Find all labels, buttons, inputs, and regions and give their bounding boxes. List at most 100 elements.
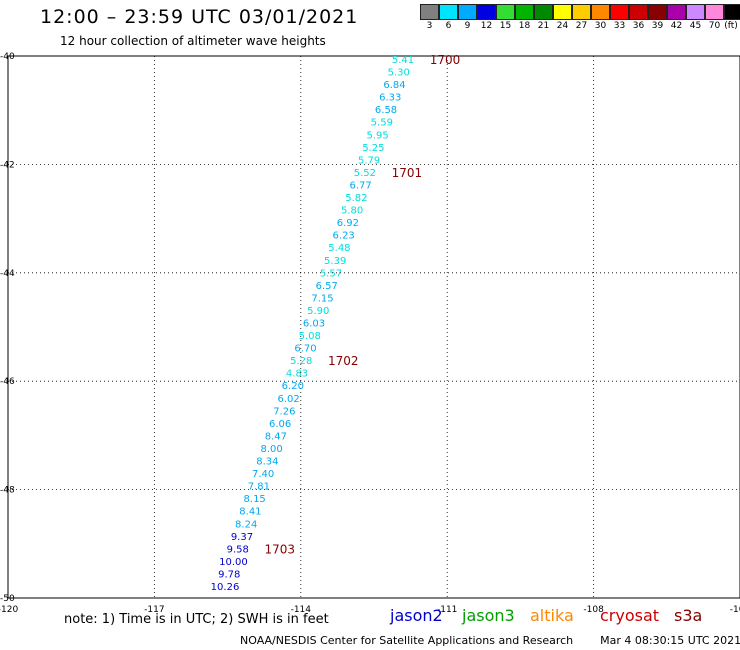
wave-height-label: 6.70 — [294, 344, 316, 355]
mission-label-jason2: jason2 — [390, 606, 443, 625]
wave-height-label: 6.58 — [375, 105, 397, 116]
mission-label-s3a: s3a — [674, 606, 703, 625]
legend-swatch — [705, 4, 724, 20]
legend-swatch — [591, 4, 610, 20]
pass-time-label: 1702 — [328, 354, 359, 368]
legend-label: 33 — [613, 21, 626, 31]
wave-height-label: 6.02 — [277, 394, 299, 405]
wave-height-label: 6.33 — [379, 93, 401, 104]
wave-height-label: 6.23 — [333, 231, 355, 242]
wave-height-label: 5.28 — [290, 356, 312, 367]
legend-swatch — [515, 4, 534, 20]
wave-height-label: 5.52 — [354, 168, 376, 179]
wave-height-label: 9.37 — [231, 532, 253, 543]
wave-height-label: 10.00 — [219, 557, 248, 568]
wave-height-label: 6.84 — [383, 80, 405, 91]
mission-label-cryosat: cryosat — [600, 606, 660, 625]
wave-height-label: 8.00 — [260, 444, 282, 455]
map-svg: -120 -117 -114 -111 -108 -105 -40 -42 -44 -46 -48 -… — [0, 52, 740, 615]
map-border — [7, 55, 740, 599]
wave-height-label: 5.95 — [366, 130, 388, 141]
footer-credit-text: NOAA/NESDIS Center for Satellite Applica… — [240, 634, 574, 647]
wave-height-label: 5.80 — [341, 206, 363, 217]
legend-swatch — [553, 4, 572, 20]
mission-label-jason3: jason3 — [462, 606, 515, 625]
wave-height-label: 4.83 — [286, 369, 308, 380]
legend-swatch — [610, 4, 629, 20]
legend-label: 70 — [708, 21, 721, 31]
wave-height-label: 6.20 — [282, 381, 304, 392]
lat-tick-label: -46 — [0, 377, 15, 387]
wave-height-label: 6.57 — [316, 281, 338, 292]
map-subtitle: 12 hour collection of altimeter wave hei… — [60, 34, 326, 48]
lat-tick-label: -44 — [0, 269, 15, 279]
legend-label: 3 — [426, 21, 433, 31]
legend-label: 45 — [689, 21, 702, 31]
wave-height-label: 5.57 — [320, 268, 342, 279]
legend-swatch — [534, 4, 553, 20]
legend-swatch — [496, 4, 515, 20]
note-text: note: 1) Time is in UTC; 2) SWH is in fe… — [64, 612, 329, 627]
legend-label: 27 — [575, 21, 588, 31]
pass-time-label: 1701 — [392, 166, 423, 180]
legend-swatch — [724, 4, 740, 20]
wave-height-label: 7.26 — [273, 406, 295, 417]
wave-height-label: 5.59 — [371, 118, 393, 129]
legend-label: 9 — [464, 21, 471, 31]
wave-height-label: 6.06 — [269, 419, 291, 430]
legend-swatch — [686, 4, 705, 20]
legend-swatch — [458, 4, 477, 20]
legend-swatch — [667, 4, 686, 20]
wave-height-label: 8.24 — [235, 519, 257, 530]
map-plot-area: -120 -117 -114 -111 -108 -105 -40 -42 -44 -46 -48 -… — [0, 52, 740, 615]
wave-height-label: 5.79 — [358, 155, 380, 166]
legend-label: 6 — [445, 21, 452, 31]
color-legend — [420, 4, 740, 20]
mission-label-altika: altika — [530, 606, 574, 625]
legend-label: 18 — [518, 21, 531, 31]
legend-swatch — [572, 4, 591, 20]
lon-tick-label: -114 — [291, 605, 312, 615]
wave-height-label: 9.78 — [218, 569, 240, 580]
footer-credit: NOAA/NESDIS Center for Satellite Applica… — [240, 634, 740, 647]
wave-height-label: 5.08 — [299, 331, 321, 342]
lat-tick-label: -40 — [0, 52, 15, 62]
lon-tick-label: -120 — [0, 605, 18, 615]
wave-height-label: 6.77 — [349, 180, 371, 191]
wave-height-label: 8.47 — [265, 431, 287, 442]
wave-height-label: 5.41 — [392, 55, 414, 66]
legend-swatch — [439, 4, 458, 20]
lon-tick-label: -111 — [437, 605, 457, 615]
pass-time-label: 1700 — [430, 53, 461, 67]
wave-height-label: 10.26 — [211, 582, 240, 593]
wave-height-label: 8.34 — [256, 457, 278, 468]
lon-tick-label: -117 — [144, 605, 164, 615]
legend-swatch — [629, 4, 648, 20]
legend-label: 21 — [537, 21, 550, 31]
wave-height-label: 6.03 — [303, 319, 325, 330]
wave-height-label: 7.15 — [311, 293, 333, 304]
legend-label: 15 — [499, 21, 512, 31]
lat-tick-label: -42 — [0, 160, 15, 170]
wave-height-label: 7.81 — [248, 482, 270, 493]
wave-height-label: 5.82 — [345, 193, 367, 204]
wave-height-label: 8.15 — [244, 494, 266, 505]
legend-swatch — [420, 4, 439, 20]
legend-label: 39 — [651, 21, 664, 31]
legend-swatch — [648, 4, 667, 20]
lat-tick-label: -50 — [0, 594, 15, 604]
wave-height-label: 7.40 — [252, 469, 274, 480]
wave-height-label: 5.30 — [388, 68, 410, 79]
lon-tick-label: -105 — [730, 605, 740, 615]
legend-swatch — [477, 4, 496, 20]
wave-height-label: 6.92 — [337, 218, 359, 229]
pass-time-label: 1703 — [264, 542, 295, 556]
legend-label: 42 — [670, 21, 683, 31]
wave-height-label: 5.48 — [328, 243, 350, 254]
lon-tick-label: -108 — [583, 605, 604, 615]
legend-unit-label: (ft) — [724, 21, 738, 31]
wave-height-label: 5.90 — [307, 306, 329, 317]
legend-label: 30 — [594, 21, 607, 31]
legend-label: 12 — [480, 21, 493, 31]
